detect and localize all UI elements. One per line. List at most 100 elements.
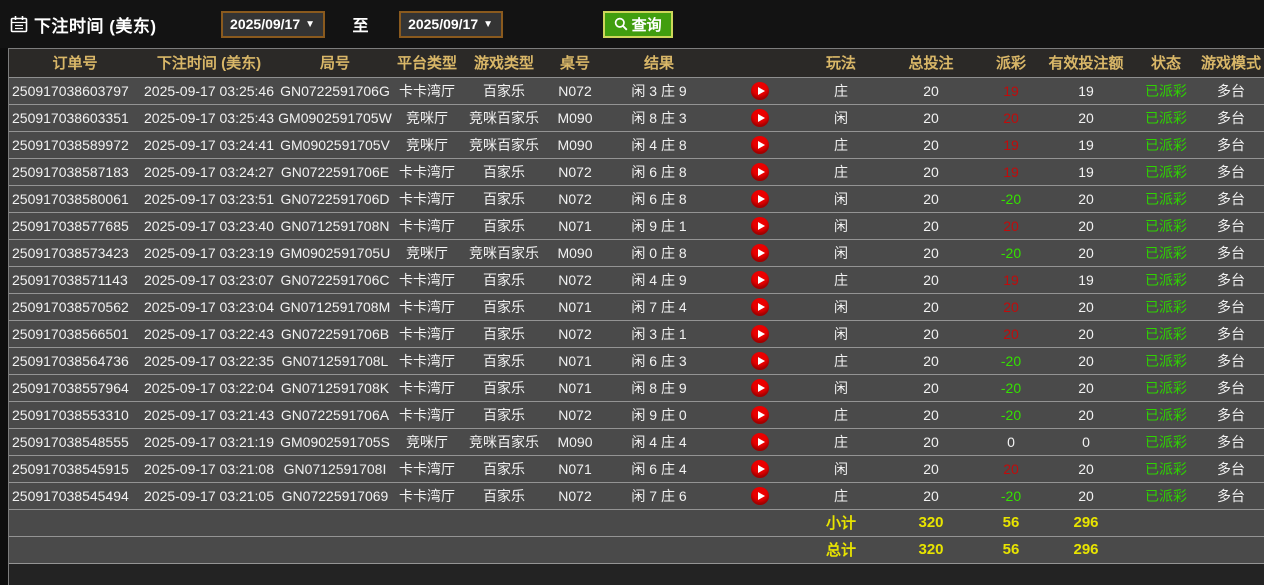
- cell-bet_time: 2025-09-17 03:22:43: [141, 319, 277, 348]
- cell-order_no: 250917038577685: [9, 211, 141, 240]
- cell-payout: -20: [985, 238, 1037, 267]
- cell-total_bet: 20: [877, 346, 985, 375]
- cell-game_type: 百家乐: [461, 373, 547, 402]
- cell-result: 闲 0 庄 8: [603, 238, 715, 267]
- date-to-select[interactable]: 2025/09/17 ▼: [398, 10, 503, 38]
- video-play-icon[interactable]: [751, 270, 769, 289]
- video-play-icon[interactable]: [751, 243, 769, 262]
- cell-bet_time: 2025-09-17 03:21:08: [141, 454, 277, 483]
- to-label: 至: [352, 18, 369, 35]
- cell-total_bet: 20: [877, 373, 985, 402]
- subtotal-row-empty-cell: [715, 508, 805, 537]
- cell-platform: 卡卡湾厅: [393, 454, 461, 483]
- cell-mode: 多台: [1197, 481, 1264, 510]
- video-play-icon[interactable]: [751, 162, 769, 181]
- subtotal-row-empty-cell: [1197, 508, 1264, 537]
- cell-round_no: GN0722591706B: [277, 319, 393, 348]
- cell-valid_bet: 19: [1037, 76, 1135, 105]
- date-from-select[interactable]: 2025/09/17 ▼: [220, 10, 325, 38]
- cell-game_type: 竞咪百家乐: [461, 427, 547, 456]
- cell-game_type: 竞咪百家乐: [461, 103, 547, 132]
- cell-platform: 卡卡湾厅: [393, 373, 461, 402]
- cell-platform: 卡卡湾厅: [393, 211, 461, 240]
- cell-valid_bet: 20: [1037, 400, 1135, 429]
- table-row: 250917038553310 2025-09-17 03:21:43 GN0722…: [9, 400, 1264, 429]
- cell-mode: 多台: [1197, 319, 1264, 348]
- table-header: 订单号 下注时间 (美东) 局号 平台类型 游戏类型 桌号 结果 玩法 总投注 派彩 有效投注额 状态…: [9, 49, 1264, 78]
- video-play-icon[interactable]: [751, 297, 769, 316]
- cell-round_no: GN0712591708L: [277, 346, 393, 375]
- video-play-icon[interactable]: [751, 351, 769, 370]
- cell-valid_bet: 20: [1037, 211, 1135, 240]
- video-play-icon[interactable]: [751, 486, 769, 505]
- video-play-icon[interactable]: [751, 405, 769, 424]
- cell-valid_bet: 20: [1037, 481, 1135, 510]
- cell-video: [715, 400, 805, 429]
- video-play-icon[interactable]: [751, 216, 769, 235]
- cell-payout: 20: [985, 292, 1037, 321]
- cell-result: 闲 6 庄 3: [603, 346, 715, 375]
- cell-valid_bet: 20: [1037, 319, 1135, 348]
- cell-order_no: 250917038580061: [9, 184, 141, 213]
- subtotal-row-empty-cell: [393, 508, 461, 537]
- cell-payout: -20: [985, 184, 1037, 213]
- cell-game_type: 百家乐: [461, 76, 547, 105]
- cell-round_no: GN0722591706C: [277, 265, 393, 294]
- query-bar: 下注时间 (美东) 2025/09/17 ▼ 至 2025/09/17 ▼ 查询: [0, 0, 1264, 48]
- table-row: 250917038587183 2025-09-17 03:24:27 GN0722…: [9, 157, 1264, 186]
- video-play-icon[interactable]: [751, 108, 769, 127]
- subtotal-row-empty-cell: [9, 508, 141, 537]
- search-button[interactable]: 查询: [602, 10, 673, 38]
- cell-play: 闲: [805, 184, 877, 213]
- video-play-icon[interactable]: [751, 459, 769, 478]
- cell-round_no: GM0902591705S: [277, 427, 393, 456]
- cell-table_no: N072: [547, 157, 603, 186]
- cell-video: [715, 319, 805, 348]
- cell-game_type: 百家乐: [461, 211, 547, 240]
- cell-order_no: 250917038603351: [9, 103, 141, 132]
- cell-platform: 竞咪厅: [393, 130, 461, 159]
- video-play-icon[interactable]: [751, 189, 769, 208]
- cell-order_no: 250917038566501: [9, 319, 141, 348]
- table-row: 250917038603351 2025-09-17 03:25:43 GM0902…: [9, 103, 1264, 132]
- cell-status: 已派彩: [1135, 130, 1197, 159]
- cell-total_bet: 20: [877, 292, 985, 321]
- cell-platform: 卡卡湾厅: [393, 319, 461, 348]
- cell-platform: 卡卡湾厅: [393, 292, 461, 321]
- cell-platform: 卡卡湾厅: [393, 481, 461, 510]
- total-row-empty-cell: [715, 535, 805, 564]
- cell-round_no: GN07225917069: [277, 481, 393, 510]
- total-row-label: 总计: [805, 535, 877, 564]
- cell-order_no: 250917038603797: [9, 76, 141, 105]
- table-row: 250917038564736 2025-09-17 03:22:35 GN0712…: [9, 346, 1264, 375]
- cell-platform: 竞咪厅: [393, 238, 461, 267]
- cell-round_no: GN0722591706E: [277, 157, 393, 186]
- cell-bet_time: 2025-09-17 03:22:35: [141, 346, 277, 375]
- col-header-result: 结果: [603, 49, 715, 78]
- cell-round_no: GN0722591706G: [277, 76, 393, 105]
- cell-table_no: N072: [547, 76, 603, 105]
- cell-status: 已派彩: [1135, 76, 1197, 105]
- cell-mode: 多台: [1197, 373, 1264, 402]
- cell-result: 闲 7 庄 4: [603, 292, 715, 321]
- video-play-icon[interactable]: [751, 135, 769, 154]
- video-play-icon[interactable]: [751, 324, 769, 343]
- cell-bet_time: 2025-09-17 03:22:04: [141, 373, 277, 402]
- cell-total_bet: 20: [877, 265, 985, 294]
- video-play-icon[interactable]: [751, 378, 769, 397]
- cell-status: 已派彩: [1135, 319, 1197, 348]
- cell-game_type: 百家乐: [461, 454, 547, 483]
- total-row-empty-cell: [141, 535, 277, 564]
- cell-mode: 多台: [1197, 238, 1264, 267]
- table-row: 250917038548555 2025-09-17 03:21:19 GM0902…: [9, 427, 1264, 456]
- subtotal-row-total_bet: 320: [877, 508, 985, 537]
- cell-result: 闲 9 庄 1: [603, 211, 715, 240]
- video-play-icon[interactable]: [751, 432, 769, 451]
- cell-valid_bet: 20: [1037, 292, 1135, 321]
- cell-video: [715, 454, 805, 483]
- cell-payout: -20: [985, 373, 1037, 402]
- cell-mode: 多台: [1197, 184, 1264, 213]
- col-header-bet_time: 下注时间 (美东): [141, 49, 277, 78]
- video-play-icon[interactable]: [751, 81, 769, 100]
- cell-video: [715, 481, 805, 510]
